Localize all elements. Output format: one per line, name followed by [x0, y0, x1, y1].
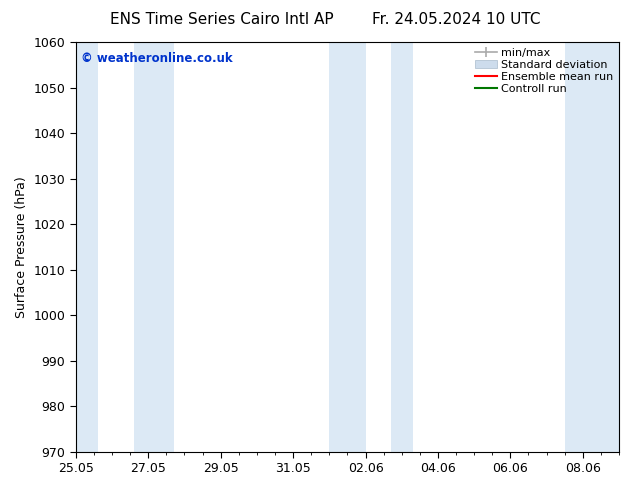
Bar [134, 42, 174, 452]
Text: Fr. 24.05.2024 10 UTC: Fr. 24.05.2024 10 UTC [372, 12, 541, 27]
Bar [329, 42, 366, 452]
Bar [391, 42, 413, 452]
Legend: min/max, Standard deviation, Ensemble mean run, Controll run: min/max, Standard deviation, Ensemble me… [474, 48, 614, 94]
Text: © weatheronline.co.uk: © weatheronline.co.uk [81, 52, 233, 65]
Text: ENS Time Series Cairo Intl AP: ENS Time Series Cairo Intl AP [110, 12, 333, 27]
Bar [565, 42, 619, 452]
Y-axis label: Surface Pressure (hPa): Surface Pressure (hPa) [15, 176, 28, 318]
Bar [76, 42, 98, 452]
